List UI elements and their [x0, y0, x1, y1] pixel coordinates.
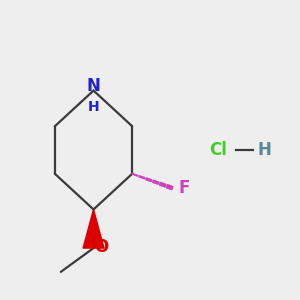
Text: N: N [87, 77, 100, 95]
Polygon shape [159, 182, 166, 187]
Polygon shape [146, 178, 152, 181]
Polygon shape [132, 173, 138, 176]
Polygon shape [153, 180, 159, 184]
Polygon shape [166, 184, 173, 190]
Polygon shape [83, 209, 104, 248]
Text: O: O [94, 238, 108, 256]
Text: F: F [178, 179, 190, 197]
Text: Cl: Cl [209, 141, 227, 159]
Text: H: H [88, 100, 99, 114]
Text: H: H [257, 141, 272, 159]
Polygon shape [139, 176, 145, 179]
